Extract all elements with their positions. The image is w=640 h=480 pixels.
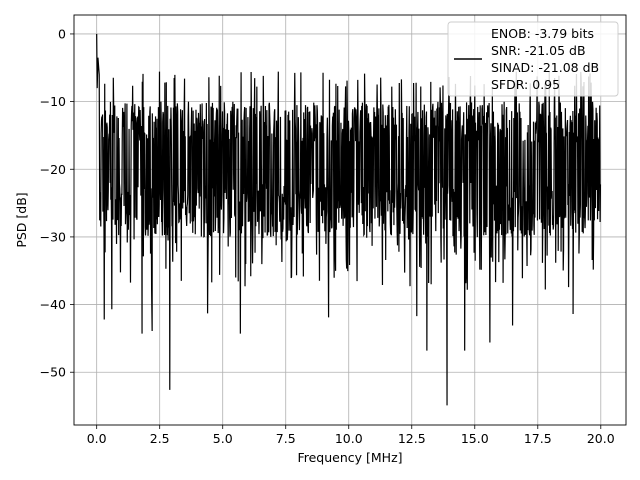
legend-box (447, 21, 619, 97)
y-tick-label: −20 (40, 162, 66, 177)
axes-frame (73, 14, 627, 426)
y-axis-label: PSD [dB] (14, 192, 29, 247)
y-tick-label: −10 (40, 94, 66, 109)
y-tick-label: −50 (40, 365, 66, 380)
x-tick-label: 15.0 (461, 431, 489, 446)
x-tick-label: 10.0 (335, 431, 363, 446)
legend-snr: SNR: -21.05 dB (491, 43, 586, 58)
y-tick-label: −40 (40, 297, 66, 312)
legend-sinad: SINAD: -21.08 dB (491, 60, 599, 75)
psd-series-line (96, 33, 602, 406)
x-tick-label: 5.0 (213, 431, 233, 446)
x-axis-ticks: 0.0 2.5 5.0 7.5 10.0 12.5 15.0 17.5 20.0 (87, 425, 615, 446)
y-tick-label: 0 (58, 26, 66, 41)
x-tick-label: 17.5 (524, 431, 552, 446)
x-axis-label: Frequency [MHz] (297, 450, 402, 465)
x-tick-label: 12.5 (398, 431, 426, 446)
legend: ENOB: -3.79 bits SNR: -21.05 dB SINAD: -… (447, 21, 619, 97)
y-tick-label: −30 (40, 229, 66, 244)
legend-enob: ENOB: -3.79 bits (491, 26, 594, 41)
x-tick-label: 2.5 (150, 431, 170, 446)
x-tick-label: 7.5 (276, 431, 296, 446)
y-axis-ticks: 0 −10 −20 −30 −40 −50 (40, 26, 74, 380)
plot-area (96, 33, 602, 406)
x-tick-label: 0.0 (87, 431, 107, 446)
legend-sfdr: SFDR: 0.95 (491, 77, 560, 92)
x-tick-label: 20.0 (587, 431, 615, 446)
